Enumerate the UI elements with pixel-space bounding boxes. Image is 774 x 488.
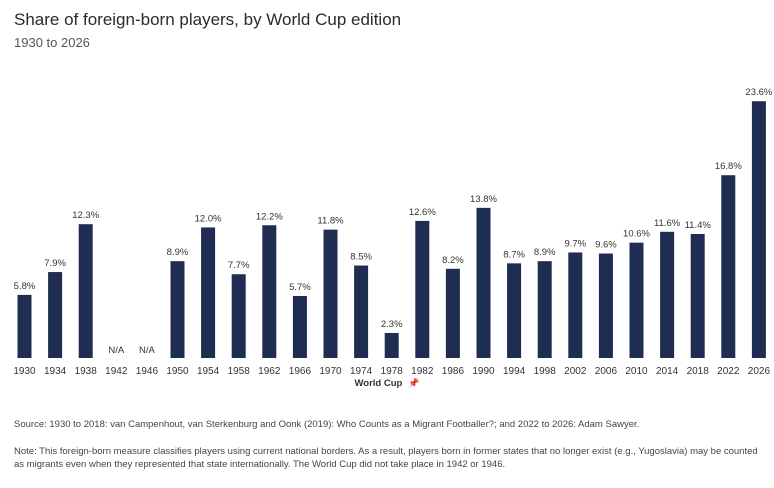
x-tick-1970: 1970 [319,366,342,377]
data-label-1966: 5.7% [289,282,311,293]
x-tick-1982: 1982 [411,366,434,377]
data-label-1982: 12.6% [409,207,436,218]
bar-1966[interactable] [292,295,307,358]
data-label-1954: 12.0% [195,213,222,224]
data-label-1934: 7.9% [44,258,66,269]
data-label-2002: 9.7% [564,238,586,249]
data-label-1942: N/A [108,345,125,356]
bar-1954[interactable] [201,227,216,358]
bar-1958[interactable] [231,274,246,358]
data-label-1986: 8.2% [442,255,464,266]
bar-2006[interactable] [598,253,613,358]
x-axis-title-row: World Cup 📌 [0,378,774,389]
x-tick-1934: 1934 [44,366,67,377]
bar-chart: 5.8% 1930 7.9% 1934 12.3% 1938 N/A 1942 N/A 1946 8… [13,87,773,377]
x-tick-2022: 2022 [717,366,740,377]
bar-1982[interactable] [415,220,430,358]
x-tick-2006: 2006 [595,366,618,377]
data-label-2018: 11.4% [685,220,712,231]
data-label-1978: 2.3% [381,319,403,330]
x-tick-1930: 1930 [13,366,36,377]
x-tick-1946: 1946 [136,366,159,377]
data-label-1958: 7.7% [228,260,250,271]
x-tick-1966: 1966 [289,366,312,377]
x-axis-title: World Cup [354,378,403,389]
x-tick-1942: 1942 [105,366,128,377]
chart-title: Share of foreign-born players, by World … [14,10,402,29]
x-tick-1950: 1950 [166,366,189,377]
data-label-1998: 8.9% [534,247,556,258]
x-tick-1974: 1974 [350,366,373,377]
bar-1986[interactable] [445,268,460,358]
bar-2026[interactable] [751,101,766,358]
bar-1930[interactable] [17,294,32,358]
data-label-2010: 10.6% [623,229,650,240]
x-tick-2002: 2002 [564,366,587,377]
x-tick-1938: 1938 [75,366,98,377]
data-label-2014: 11.6% [654,218,681,229]
bar-2010[interactable] [629,242,644,358]
data-label-2006: 9.6% [595,240,617,251]
data-label-1990: 13.8% [470,194,497,205]
bar-1974[interactable] [354,265,369,358]
x-tick-2026: 2026 [748,366,771,377]
x-tick-1958: 1958 [228,366,251,377]
x-tick-1978: 1978 [381,366,404,377]
data-label-1994: 8.7% [503,249,525,260]
bar-2002[interactable] [568,252,583,358]
chart-subtitle: 1930 to 2026 [14,35,90,50]
data-label-2026: 23.6% [745,87,772,98]
bar-1978[interactable] [384,332,399,358]
bar-2018[interactable] [690,233,705,358]
x-tick-1962: 1962 [258,366,281,377]
bar-1938[interactable] [78,224,93,358]
data-label-1974: 8.5% [350,252,372,263]
x-tick-1998: 1998 [534,366,557,377]
source-note: Source: 1930 to 2018: van Campenhout, va… [14,419,640,430]
bar-2022[interactable] [721,175,736,358]
bar-1990[interactable] [476,207,491,358]
data-label-1962: 12.2% [256,211,283,222]
data-label-1946: N/A [139,345,156,356]
data-label-1930: 5.8% [14,281,36,292]
data-label-1950: 8.9% [167,247,189,258]
pin-icon[interactable]: 📌 [408,378,420,388]
data-label-1938: 12.3% [72,210,99,221]
bar-1934[interactable] [48,272,63,358]
x-tick-2018: 2018 [687,366,710,377]
bar-1950[interactable] [170,261,185,358]
x-tick-1990: 1990 [472,366,495,377]
x-tick-2014: 2014 [656,366,679,377]
data-label-1970: 11.8% [317,216,344,227]
x-tick-2010: 2010 [625,366,648,377]
bar-1970[interactable] [323,229,338,358]
methodology-note: Note: This foreign-born measure classifi… [14,446,758,470]
data-label-2022: 16.8% [715,161,742,172]
x-tick-1994: 1994 [503,366,526,377]
bar-1962[interactable] [262,225,277,358]
bar-1998[interactable] [537,261,552,358]
x-tick-1986: 1986 [442,366,465,377]
x-tick-1954: 1954 [197,366,220,377]
bar-1994[interactable] [507,263,522,358]
bar-2014[interactable] [660,231,675,358]
